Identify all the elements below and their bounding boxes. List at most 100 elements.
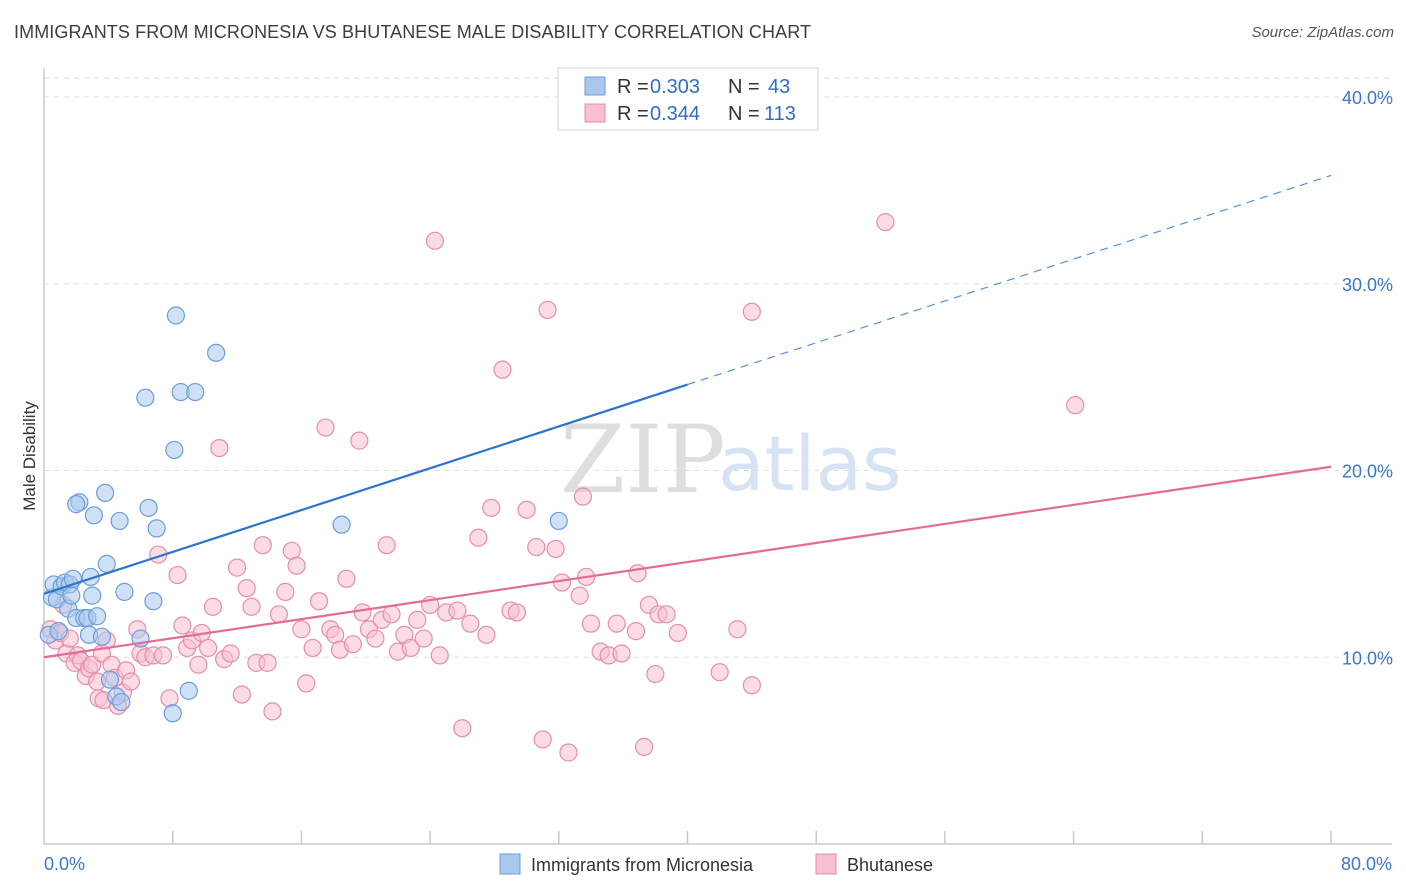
bhutanese-point-44 (242, 597, 261, 616)
micronesia-point-42 (67, 495, 86, 514)
y-axis-label: Male Disability (20, 401, 39, 511)
bhutanese-point-34 (189, 655, 208, 674)
bhutanese-point-103 (626, 622, 646, 641)
bhutanese-point-108 (657, 605, 676, 624)
bhutanese-point-102 (612, 644, 631, 663)
bhutanese-point-87 (507, 603, 527, 622)
micronesia-point-39 (207, 343, 226, 362)
bhutanese-point-37 (203, 597, 223, 616)
bhutanese-point-40 (221, 644, 240, 663)
bhutanese-point-114 (876, 213, 895, 232)
bhutanese-point-104 (634, 737, 654, 756)
micronesia-point-17 (83, 586, 102, 605)
bhutanese-point-79 (448, 601, 467, 620)
legend-r-value-2: 0.344 (650, 103, 700, 125)
micronesia-point-23 (100, 670, 120, 689)
bhutanese-point-91 (538, 300, 557, 319)
bhutanese-point-50 (276, 582, 295, 601)
micronesia-point-29 (136, 388, 155, 407)
bhutanese-point-89 (527, 537, 546, 557)
trend-lines (43, 174, 1332, 659)
bhutanese-point-110 (710, 663, 729, 682)
legend-r-value-1: 0.303 (650, 76, 700, 98)
bhutanese-point-41 (227, 558, 247, 577)
y-tick-label-10: 10.0% (1342, 648, 1393, 668)
bottom-legend-swatch-bhutanese (815, 853, 837, 875)
bhutanese-point-57 (316, 418, 335, 437)
bhutanese-point-30 (168, 565, 187, 585)
micronesia-point-38 (186, 382, 205, 402)
bhutanese-point-64 (353, 603, 372, 622)
grid-lines (44, 77, 1392, 658)
bhutanese-point-53 (292, 620, 311, 639)
micronesia-point-18 (84, 506, 103, 525)
y-tick-label-30: 30.0% (1342, 275, 1393, 295)
bhutanese-point-66 (366, 629, 385, 648)
legend-n-label-2: N = (728, 103, 760, 125)
micronesia-point-37 (179, 681, 198, 700)
bhutanese-point-49 (269, 605, 288, 624)
micronesia-point-20 (92, 627, 112, 646)
bhutanese-point-85 (493, 360, 512, 379)
bhutanese-point-69 (382, 605, 401, 624)
bhutanese-trend-line (43, 465, 1332, 659)
source-label: Source: ZipAtlas.com (1251, 24, 1394, 41)
bhutanese-point-77 (430, 646, 449, 665)
micronesia-point-33 (163, 704, 182, 723)
micronesia-trend-extension (687, 174, 1332, 386)
bhutanese-point-80 (453, 719, 472, 738)
bhutanese-point-92 (546, 539, 565, 559)
bhutanese-point-54 (297, 674, 316, 693)
bhutanese-point-113 (742, 302, 761, 321)
bhutanese-point-115 (1066, 396, 1085, 415)
bhutanese-point-98 (581, 614, 601, 633)
bhutanese-point-83 (477, 625, 496, 644)
bhutanese-point-56 (309, 592, 329, 611)
micronesia-point-21 (96, 483, 115, 503)
legend-n-value-2: 113 (764, 103, 796, 125)
micronesia-point-22 (97, 554, 116, 573)
bhutanese-point-106 (646, 664, 665, 684)
bhutanese-point-47 (258, 653, 277, 672)
micronesia-point-30 (139, 498, 158, 517)
x-tick-label-max: 80.0% (1341, 854, 1392, 874)
bhutanese-point-95 (570, 586, 589, 605)
bhutanese-point-94 (559, 743, 578, 762)
bhutanese-point-38 (210, 438, 229, 458)
axes (43, 68, 1392, 845)
micronesia-point-9 (62, 586, 81, 605)
bhutanese-point-76 (425, 231, 445, 250)
bhutanese-points (41, 213, 1085, 762)
bhutanese-point-42 (232, 685, 251, 704)
bhutanese-point-36 (198, 638, 218, 658)
micronesia-point-32 (147, 519, 166, 538)
chart-title: IMMIGRANTS FROM MICRONESIA VS BHUTANESE … (14, 22, 812, 42)
bhutanese-point-74 (414, 629, 433, 648)
y-tick-labels: 10.0% 20.0% 30.0% 40.0% (1342, 88, 1393, 668)
bhutanese-point-22 (121, 672, 140, 691)
bottom-legend-swatch-micronesia (499, 853, 521, 875)
bottom-legend: Immigrants from Micronesia Bhutanese (499, 853, 933, 875)
micronesia-point-4 (49, 622, 68, 641)
legend: R = 0.303 N = 43 R = 0.344 N = 113 (557, 67, 819, 131)
bhutanese-point-116 (628, 564, 647, 583)
bhutanese-point-84 (482, 498, 501, 517)
micronesia-point-25 (110, 511, 129, 531)
y-tick-label-20: 20.0% (1342, 462, 1393, 482)
watermark: ZIP atlas (560, 406, 902, 515)
bhutanese-point-101 (607, 614, 626, 633)
bhutanese-point-52 (287, 556, 306, 575)
bhutanese-point-68 (377, 536, 396, 555)
legend-n-label-1: N = (728, 76, 760, 98)
bhutanese-point-72 (401, 638, 420, 658)
legend-r-label-2: R = (617, 103, 649, 125)
bhutanese-point-73 (408, 610, 427, 630)
bhutanese-point-90 (533, 730, 552, 749)
bhutanese-point-82 (469, 528, 488, 547)
bhutanese-point-29 (160, 689, 179, 708)
micronesia-point-35 (166, 306, 186, 325)
micronesia-point-19 (87, 607, 107, 626)
x-ticks (171, 831, 1332, 844)
micronesia-point-26 (112, 692, 131, 712)
